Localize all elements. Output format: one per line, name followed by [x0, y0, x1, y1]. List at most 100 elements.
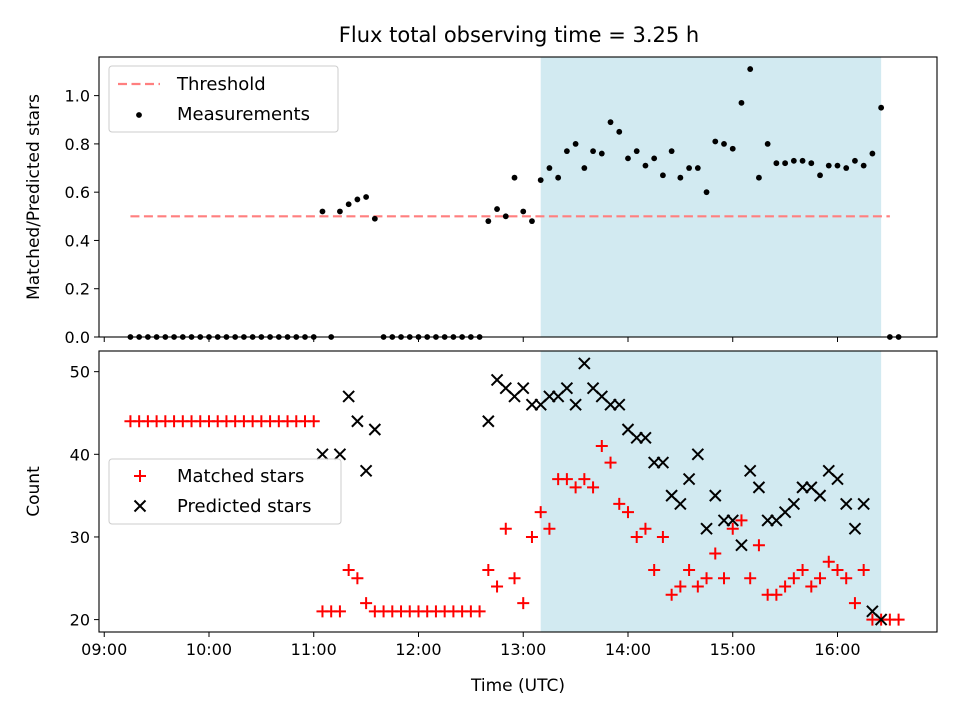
matched-star-point [482, 564, 495, 577]
matched-star-point [770, 588, 783, 601]
measurement-point [555, 174, 562, 181]
matched-star-point [726, 522, 739, 535]
measurement-point [694, 165, 701, 171]
measurement-point [363, 194, 370, 200]
predicted-star-point [368, 423, 382, 436]
legend-measurement-swatch [136, 112, 142, 118]
y-tick-label: 0.2 [65, 280, 90, 299]
matched-star-point [630, 530, 643, 543]
measurement-point [345, 201, 352, 208]
matched-star-point [848, 597, 861, 610]
predicted-star-point [674, 497, 687, 511]
y-tick-label: 40 [70, 445, 90, 464]
matched-star-point [351, 572, 364, 585]
predicted-star-point [482, 415, 495, 428]
matched-star-point [534, 506, 547, 519]
measurement-point [616, 128, 623, 135]
matched-star-point [665, 588, 678, 601]
legend-predicted-swatch [133, 499, 147, 513]
predicted-star-point [831, 472, 844, 486]
matched-star-point [892, 613, 905, 626]
measurement-point [625, 155, 631, 162]
y-tick-label: 50 [70, 363, 90, 382]
measurement-point [511, 174, 518, 181]
matched-star-point [840, 572, 853, 585]
predicted-star-point [726, 514, 739, 527]
matched-star-point [621, 506, 634, 519]
predicted-star-point [700, 522, 713, 535]
predicted-star-point [359, 464, 373, 478]
measurement-point [703, 189, 710, 196]
chart-title: Flux total observing time = 3.25 h [339, 23, 699, 47]
measurement-point [852, 157, 858, 164]
matched-star-point [473, 605, 486, 618]
predicted-star-point [342, 390, 355, 403]
measurement-point [651, 155, 658, 162]
measurement-point [354, 196, 361, 203]
legend-measurement-label: Measurements [177, 104, 310, 125]
matched-star-point [595, 440, 608, 453]
matched-star-point [543, 522, 556, 535]
highlight-span [540, 57, 882, 337]
predicted-star-point [351, 415, 364, 428]
predicted-star-point [691, 448, 705, 461]
predicted-star-point [709, 489, 722, 502]
matched-star-point [691, 580, 704, 593]
measurement-point [520, 208, 527, 215]
predicted-star-point [682, 472, 696, 486]
measurement-point [537, 177, 544, 184]
x-tick-label: 15:00 [710, 640, 756, 659]
measurement-point [843, 165, 850, 171]
matched-star-point [333, 605, 346, 618]
y-axis-label: Matched/Predicted stars [24, 94, 44, 300]
measurement-point [371, 215, 378, 222]
matched-star-point [639, 522, 652, 535]
measurement-point [869, 150, 876, 157]
axes-frame [98, 56, 938, 338]
matched-star-point [499, 522, 512, 535]
measurement-point [563, 148, 570, 155]
measurement-point [529, 218, 535, 225]
ratio-panel: 0.0 0.2 0.4 0.6 0.8 1.0 Matched/Predicted star… [24, 56, 938, 347]
measurement-point [834, 162, 841, 169]
measurement-point [494, 206, 500, 212]
predicted-star-point [848, 522, 862, 535]
matched-star-point [508, 572, 521, 585]
matched-star-point [752, 539, 765, 552]
matched-star-point [587, 481, 600, 494]
matched-star-point [831, 564, 844, 577]
predicted-star-point [813, 489, 827, 502]
predicted-star-point [840, 497, 853, 511]
matched-star-point [307, 415, 320, 428]
measurement-point [642, 162, 649, 169]
legend: Matched stars Predicted stars [108, 458, 342, 525]
measurement-point [799, 157, 806, 164]
legend-box [108, 65, 339, 133]
x-tick-label: 13:00 [500, 640, 546, 659]
y-tick-label: 20 [70, 611, 90, 630]
predicted-star-point [743, 464, 757, 478]
predicted-star-point [316, 448, 329, 461]
matched-star-point [656, 530, 669, 543]
measurement-point [337, 208, 343, 215]
predicted-star-point [857, 497, 870, 511]
x-tick-label: 11:00 [291, 640, 337, 659]
predicted-star-point [874, 613, 888, 626]
x-tick-label: 16:00 [814, 640, 860, 659]
measurement-point [319, 208, 326, 215]
measurement-point [485, 218, 492, 225]
predicted-star-point [752, 481, 766, 494]
y-tick-label: 0.8 [65, 135, 90, 154]
matched-star-point [822, 555, 835, 568]
count-panel: 20 30 40 50 09:00 10:00 11:00 12:00 13:00 14:00 15… [24, 350, 938, 696]
matched-star-point [569, 481, 582, 494]
predicted-star-point [613, 398, 626, 411]
measurement-point [860, 162, 867, 169]
matched-star-point [648, 564, 661, 577]
measurement-point [808, 160, 815, 167]
matched-star-point [560, 473, 573, 486]
matched-star-point [604, 456, 617, 469]
axes-frame [98, 350, 938, 633]
legend-predicted-label: Predicted stars [177, 496, 311, 517]
